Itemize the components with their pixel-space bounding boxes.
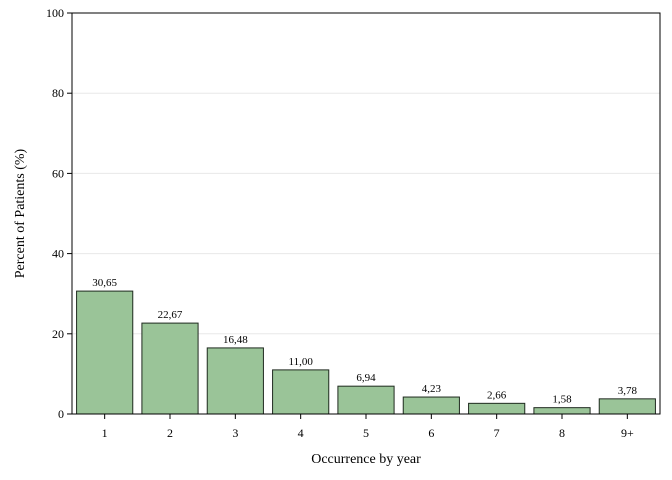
x-tick-label: 8	[559, 426, 565, 440]
x-tick-label: 6	[428, 426, 434, 440]
y-tick-label: 100	[46, 6, 64, 20]
bar-9+	[598, 398, 656, 415]
x-tick-label: 3	[232, 426, 238, 440]
x-tick-label: 5	[363, 426, 369, 440]
bar-4	[272, 369, 330, 415]
y-tick-label: 60	[52, 166, 64, 180]
data-label-1: 30,65	[92, 277, 117, 289]
data-label-4: 11,00	[288, 356, 313, 368]
x-tick-label: 9+	[621, 426, 634, 440]
data-label-3: 16,48	[223, 334, 248, 346]
bar-2	[141, 322, 199, 415]
data-label-9+: 3,78	[618, 385, 638, 397]
bar-6	[402, 396, 460, 415]
y-axis-title: Percent of Patients (%)	[13, 148, 28, 278]
bar-5	[337, 385, 395, 415]
bars	[76, 290, 656, 415]
data-label-2: 22,67	[158, 309, 183, 321]
x-tick-label: 7	[494, 426, 500, 440]
y-axis-ticks: 0 20 40 60 80 100	[46, 6, 72, 421]
data-labels: 30,65 22,67 16,48 11,00 6,94 4,23 2,66 1,58 3,78	[92, 277, 637, 406]
bar-7	[468, 402, 526, 415]
y-tick-label: 40	[52, 247, 64, 261]
x-axis-ticks: 1 2 3 4 5 6 7 8 9+	[102, 414, 634, 440]
bar-1	[76, 290, 134, 415]
y-tick-label: 0	[58, 407, 64, 421]
x-tick-label: 1	[102, 426, 108, 440]
x-tick-label: 4	[298, 426, 304, 440]
x-axis-title: Occurrence by year	[311, 452, 421, 467]
data-label-7: 2,66	[487, 389, 507, 401]
x-tick-label: 2	[167, 426, 173, 440]
y-tick-label: 80	[52, 86, 64, 100]
data-label-6: 4,23	[422, 383, 442, 395]
bar-8	[533, 407, 591, 415]
y-tick-label: 20	[52, 327, 64, 341]
data-label-5: 6,94	[356, 372, 376, 384]
data-label-8: 1,58	[552, 394, 572, 406]
bar-3	[206, 347, 264, 415]
